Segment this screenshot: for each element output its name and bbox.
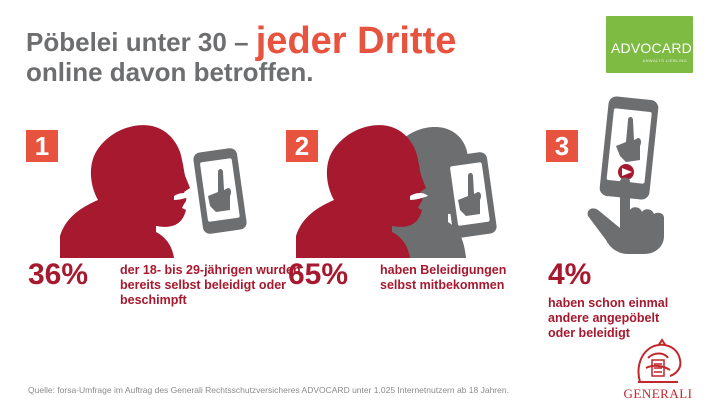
head-silhouette-icon	[296, 125, 426, 258]
smartphone-icon	[599, 96, 659, 200]
panel-1-text: der 18- bis 29-jährigen wurden bereits s…	[120, 263, 301, 307]
finger-tap-icon	[587, 177, 664, 254]
panel-2-illustration	[296, 125, 497, 258]
panel-2-text: haben Beleidigungen selbst mitbekommen	[380, 263, 507, 292]
headline-prefix: Pöbelei unter 30 –	[26, 27, 256, 57]
panel-3-text: haben schon einmal andere angepöbelt ode…	[548, 296, 669, 340]
panel-3-illustration	[587, 96, 664, 254]
generali-wordmark: GENERALI	[623, 386, 693, 401]
headline-line-2: online davon betroffen.	[26, 57, 314, 87]
head-silhouette-icon	[60, 125, 190, 258]
middle-finger-icon	[458, 173, 482, 216]
source-note: Quelle: forsa-Umfrage im Auftrag des Gen…	[28, 385, 509, 395]
advocard-logo-tagline: ANWALTS LIEBLING	[642, 58, 687, 63]
generali-lion-icon	[637, 338, 682, 383]
panel-2-percent: 65%	[288, 258, 349, 291]
headline-line-1: Pöbelei unter 30 – jeder Dritte	[26, 18, 457, 62]
panel-1-number: 1	[26, 130, 58, 162]
headline: Pöbelei unter 30 – jeder Dritte online d…	[26, 18, 456, 88]
generali-logo: GENERALI	[618, 338, 698, 401]
panel-1-percent: 36%	[28, 258, 89, 291]
advocard-logo-name: ADVOCARD	[611, 40, 692, 56]
panel-3-number: 3	[546, 130, 578, 162]
advocard-logo: ADVOCARD ANWALTS LIEBLING	[606, 16, 693, 73]
smartphone-icon	[443, 152, 497, 238]
panel-3-percent: 4%	[548, 258, 592, 291]
panel-2-number: 2	[286, 130, 318, 162]
headline-accent: jeder Dritte	[255, 20, 457, 62]
middle-finger-icon	[616, 117, 642, 162]
panel-1-illustration	[60, 125, 247, 258]
middle-finger-icon	[208, 169, 232, 212]
smartphone-icon	[193, 148, 247, 234]
